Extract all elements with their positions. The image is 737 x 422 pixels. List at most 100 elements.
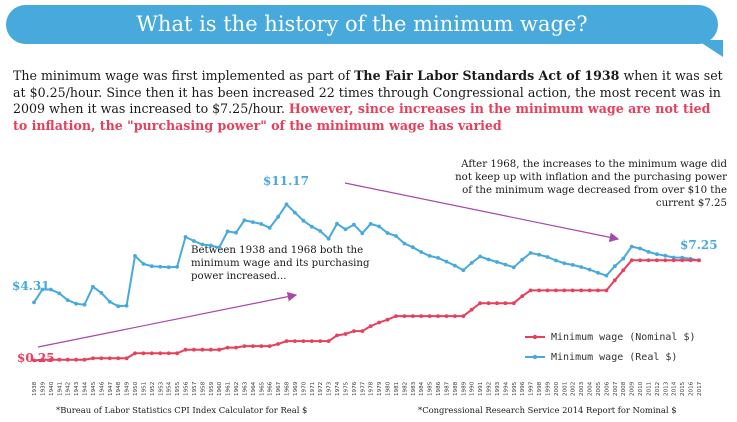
data-label-real-peak: $11.17	[263, 174, 309, 188]
x-tick-label-1951: 1951	[141, 381, 147, 396]
data-point-real-2011	[646, 250, 651, 254]
data-point-nominal-2004	[587, 288, 592, 293]
data-point-nominal-1965	[259, 344, 264, 348]
data-point-nominal-2006	[604, 288, 609, 293]
data-point-nominal-1947	[107, 356, 112, 361]
footnote-nominal-source: *Congressional Research Service 2014 Rep…	[418, 405, 677, 415]
data-point-real-1942	[65, 298, 70, 302]
data-point-nominal-1997	[528, 288, 533, 293]
x-tick-label-1941: 1941	[57, 381, 63, 396]
x-tick-label-2011: 2011	[647, 381, 653, 396]
x-tick-label-1958: 1958	[200, 381, 206, 396]
x-tick-label-1963: 1963	[242, 381, 248, 396]
data-point-real-1946	[99, 290, 104, 295]
x-tick-label-2016: 2016	[689, 381, 695, 396]
data-point-nominal-1981	[394, 314, 398, 318]
x-tick-label-1953: 1953	[158, 381, 164, 396]
data-point-nominal-1956	[183, 347, 188, 352]
data-point-real-1955	[175, 265, 180, 269]
x-tick-label-1945: 1945	[91, 381, 97, 396]
data-point-nominal-1977	[360, 329, 365, 333]
data-point-real-2013	[663, 253, 668, 258]
data-point-nominal-1974	[335, 333, 339, 338]
trend-arrow-rising	[37, 291, 298, 348]
data-point-nominal-1987	[444, 314, 449, 318]
x-tick-label-1999: 1999	[546, 381, 552, 396]
data-label-real-end: $7.25	[680, 238, 718, 252]
x-tick-label-2013: 2013	[663, 381, 669, 396]
x-tick-label-1996: 1996	[520, 381, 526, 396]
data-point-real-2007	[612, 264, 617, 269]
data-point-real-1967	[276, 215, 280, 219]
x-tick-label-1943: 1943	[74, 381, 80, 396]
x-tick-label-1961: 1961	[226, 381, 232, 396]
data-point-real-1971	[309, 224, 314, 229]
data-point-nominal-1984	[419, 314, 424, 318]
data-point-nominal-1941	[57, 357, 62, 362]
data-point-nominal-1998	[537, 288, 541, 293]
data-point-nominal-1973	[326, 339, 331, 343]
data-point-nominal-1971	[309, 339, 314, 343]
x-tick-label-2005: 2005	[596, 381, 602, 396]
x-tick-label-1949: 1949	[125, 381, 131, 396]
data-point-nominal-2010	[638, 258, 642, 263]
x-tick-label-1944: 1944	[83, 381, 89, 396]
data-point-nominal-1992	[486, 301, 491, 306]
legend-marker-nominal	[532, 334, 538, 340]
data-point-real-1961	[225, 229, 230, 234]
x-tick-label-1957: 1957	[192, 381, 198, 396]
data-point-nominal-1969	[293, 339, 297, 343]
x-tick-label-1983: 1983	[411, 381, 417, 396]
data-point-real-1939	[40, 287, 45, 292]
data-point-real-1945	[91, 284, 95, 289]
data-point-real-1988	[453, 263, 457, 268]
data-point-real-1948	[116, 304, 121, 309]
data-point-real-1956	[183, 235, 188, 239]
x-tick-label-1950: 1950	[133, 381, 139, 396]
data-point-real-1970	[301, 218, 306, 223]
data-point-real-1995	[511, 265, 516, 270]
x-tick-label-2006: 2006	[604, 381, 610, 396]
x-tick-label-2001: 2001	[562, 381, 568, 396]
x-tick-label-1970: 1970	[301, 381, 307, 396]
data-point-real-1983	[410, 245, 415, 250]
data-point-real-1972	[318, 229, 323, 233]
data-point-real-1987	[444, 259, 449, 264]
data-point-real-1978	[368, 222, 373, 226]
data-point-real-2002	[570, 263, 575, 267]
data-point-nominal-2002	[570, 288, 575, 293]
data-point-real-1949	[124, 303, 129, 308]
x-tick-label-1997: 1997	[529, 381, 535, 396]
data-point-real-1951	[141, 262, 146, 266]
data-point-real-1982	[402, 241, 407, 246]
data-point-nominal-1942	[65, 357, 70, 362]
data-point-nominal-1995	[511, 301, 516, 306]
data-point-nominal-2013	[663, 258, 668, 263]
data-point-nominal-1945	[91, 356, 95, 361]
data-point-nominal-1961	[225, 345, 230, 350]
data-point-real-1957	[192, 239, 196, 243]
legend-marker-real	[532, 354, 538, 360]
data-point-nominal-1950	[133, 351, 137, 356]
x-tick-label-1971: 1971	[310, 381, 316, 396]
data-point-nominal-1952	[149, 351, 154, 356]
data-point-real-1997	[528, 251, 533, 255]
legend-label-nominal: Minimum wage (Nominal $)	[551, 332, 696, 343]
data-point-real-1994	[503, 262, 508, 267]
x-tick-label-1981: 1981	[394, 381, 400, 396]
data-point-nominal-2017	[697, 258, 701, 263]
data-point-real-2004	[587, 267, 592, 272]
x-tick-label-1959: 1959	[209, 381, 215, 396]
data-point-nominal-1988	[453, 314, 457, 318]
data-point-nominal-1966	[267, 344, 272, 348]
data-point-nominal-1949	[124, 356, 129, 361]
data-point-real-1958	[200, 242, 205, 247]
data-point-real-1991	[478, 254, 482, 259]
x-tick-label-1964: 1964	[251, 381, 257, 396]
intro-emphasis: However, since increases in the minimum …	[13, 101, 711, 133]
data-point-real-1974	[335, 221, 339, 226]
data-point-nominal-1975	[343, 332, 348, 336]
data-point-real-1993	[495, 260, 499, 264]
data-point-nominal-1955	[175, 351, 180, 356]
